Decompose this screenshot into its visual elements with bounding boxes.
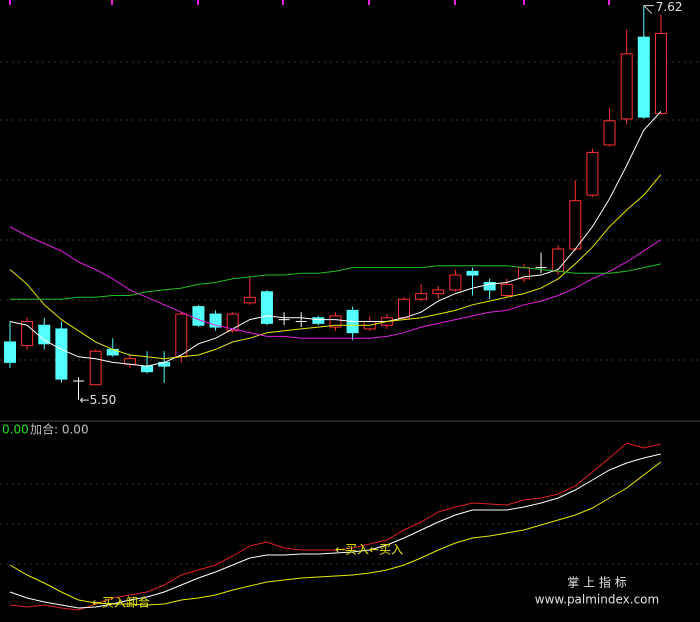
candle-body (569, 200, 582, 250)
candle-body (500, 283, 513, 296)
candle-body (654, 32, 667, 114)
candle-body (552, 248, 565, 272)
candle-body (243, 296, 256, 304)
candle-body (415, 293, 428, 300)
candle-body (603, 120, 616, 146)
candle-body (226, 313, 239, 332)
signal-label: ←买入卸合 (92, 595, 150, 610)
indicator-value: 0.00 (2, 423, 29, 437)
candle-body (620, 53, 633, 120)
indicator-line (9, 442, 662, 611)
candle-body (466, 270, 479, 276)
high-label: 7.62 (656, 0, 683, 14)
high-pointer (643, 5, 654, 14)
candle-body (260, 291, 273, 324)
candle-body (483, 281, 496, 291)
indicator-line (9, 111, 662, 367)
candle-body (4, 341, 16, 363)
candle-body (449, 274, 462, 291)
candle-body (312, 317, 325, 324)
candle-body (432, 289, 445, 295)
indicator-line (9, 226, 662, 339)
top-ticks (9, 0, 610, 5)
candle-body (637, 36, 650, 118)
candle-body (586, 151, 599, 196)
indicator-line (9, 461, 662, 606)
candle-body (329, 315, 342, 328)
candle-body (141, 365, 154, 373)
candle-body (397, 298, 410, 319)
watermark-url: www.palmindex.com (535, 593, 659, 607)
candle-body (209, 313, 222, 328)
candle-body (192, 306, 205, 326)
indicator-line (10, 263, 662, 300)
low-label: ←5.50 (80, 393, 117, 407)
candle-body (89, 350, 102, 386)
indicator-label: 加合: 0.00 (30, 422, 89, 437)
indicator-line (9, 174, 662, 360)
candle-body (55, 328, 68, 380)
candle-body (38, 324, 51, 345)
watermark-title: 掌 上 指 标 (567, 575, 626, 590)
signal-label: ←买入←买入 (335, 543, 403, 557)
candle-body (175, 313, 188, 358)
grid (0, 61, 700, 565)
candle-body (21, 321, 34, 347)
indicator-line (9, 453, 662, 609)
